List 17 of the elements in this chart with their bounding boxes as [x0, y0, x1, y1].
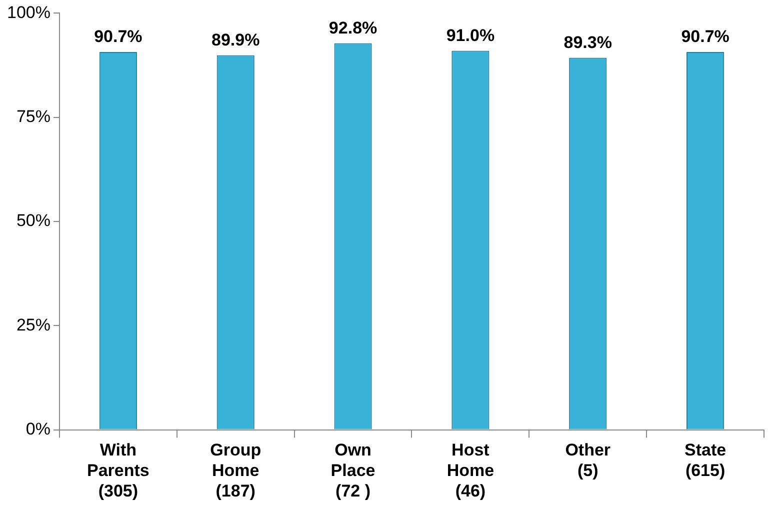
- data-label: 91.0%: [446, 26, 495, 45]
- data-label: 90.7%: [681, 27, 730, 46]
- x-tick-label: With Parents (305): [87, 440, 150, 500]
- x-tick-label: State (615): [684, 440, 726, 480]
- y-tick-label: 75%: [16, 107, 50, 126]
- x-tick-label: Group Home (187): [210, 440, 262, 500]
- data-label: 92.8%: [328, 18, 378, 38]
- data-label: 90.7%: [94, 27, 142, 46]
- y-tick-label: 100%: [6, 2, 50, 22]
- data-label: 89.9%: [212, 30, 260, 50]
- y-tick-label: 50%: [16, 211, 50, 230]
- y-tick-label: 25%: [16, 315, 50, 334]
- x-tick-label: Own Place (72 ): [330, 440, 376, 500]
- x-tick-label: Host Home (46): [446, 440, 494, 500]
- x-tick-label: Other (5): [565, 440, 611, 480]
- data-label: 89.3%: [564, 32, 612, 52]
- y-tick-label: 0%: [26, 419, 50, 438]
